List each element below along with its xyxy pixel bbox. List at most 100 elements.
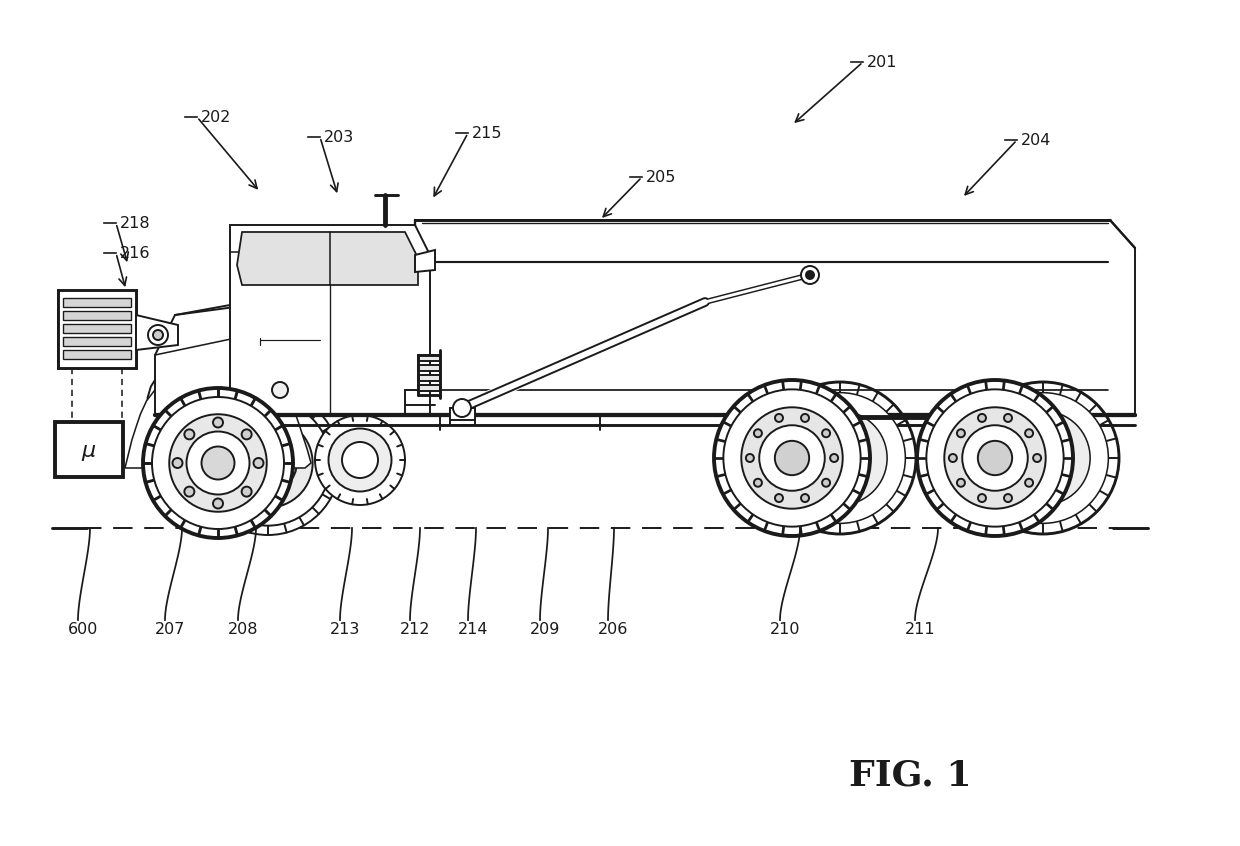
- Circle shape: [967, 382, 1118, 534]
- Bar: [55, 422, 123, 477]
- Circle shape: [792, 411, 887, 505]
- Polygon shape: [229, 225, 430, 415]
- Circle shape: [759, 426, 825, 491]
- Polygon shape: [237, 232, 418, 285]
- Text: 218: 218: [120, 216, 150, 231]
- Circle shape: [1025, 429, 1033, 437]
- Text: 215: 215: [472, 126, 502, 141]
- Circle shape: [272, 382, 288, 398]
- Circle shape: [172, 458, 182, 468]
- Circle shape: [801, 414, 808, 422]
- Polygon shape: [415, 250, 435, 272]
- Polygon shape: [415, 220, 1135, 415]
- Circle shape: [996, 411, 1090, 505]
- Circle shape: [1025, 479, 1033, 486]
- Circle shape: [754, 429, 761, 437]
- Circle shape: [978, 494, 986, 502]
- Polygon shape: [125, 374, 311, 468]
- Circle shape: [822, 479, 830, 486]
- Circle shape: [169, 415, 267, 512]
- Circle shape: [143, 388, 293, 538]
- Text: 206: 206: [598, 622, 629, 637]
- Circle shape: [342, 442, 378, 478]
- Circle shape: [810, 427, 870, 488]
- Circle shape: [153, 397, 284, 529]
- Circle shape: [926, 389, 1064, 527]
- Circle shape: [830, 454, 838, 462]
- Circle shape: [746, 454, 754, 462]
- Bar: [418, 385, 440, 391]
- Text: 204: 204: [1021, 133, 1052, 148]
- Circle shape: [945, 407, 1045, 508]
- Circle shape: [213, 498, 223, 508]
- Circle shape: [977, 393, 1109, 524]
- Circle shape: [978, 414, 986, 422]
- Polygon shape: [148, 317, 350, 420]
- Text: 202: 202: [201, 110, 232, 125]
- Circle shape: [329, 429, 392, 492]
- Bar: [58, 290, 136, 368]
- Bar: [418, 365, 440, 371]
- Text: 205: 205: [646, 170, 676, 185]
- Circle shape: [775, 441, 810, 475]
- Circle shape: [242, 486, 252, 497]
- Circle shape: [962, 426, 1028, 491]
- Bar: [63, 337, 131, 346]
- Bar: [63, 311, 131, 320]
- Circle shape: [315, 415, 405, 505]
- Text: 203: 203: [324, 130, 355, 145]
- Circle shape: [185, 430, 195, 439]
- Circle shape: [253, 458, 263, 468]
- Circle shape: [1004, 414, 1012, 422]
- Polygon shape: [155, 305, 250, 415]
- Text: 600: 600: [68, 622, 98, 637]
- Circle shape: [201, 447, 234, 480]
- Circle shape: [1033, 454, 1042, 462]
- Text: 209: 209: [529, 622, 560, 637]
- Bar: [63, 298, 131, 307]
- Circle shape: [714, 380, 870, 536]
- Text: 213: 213: [330, 622, 361, 637]
- Bar: [418, 355, 440, 361]
- Text: FIG. 1: FIG. 1: [848, 758, 971, 792]
- Text: 210: 210: [770, 622, 801, 637]
- Text: 208: 208: [228, 622, 258, 637]
- Circle shape: [186, 431, 249, 495]
- Circle shape: [239, 434, 296, 492]
- Circle shape: [957, 429, 965, 437]
- Circle shape: [822, 429, 830, 437]
- Circle shape: [223, 419, 312, 508]
- Circle shape: [742, 407, 843, 508]
- Text: 214: 214: [458, 622, 489, 637]
- Circle shape: [213, 417, 223, 427]
- Polygon shape: [136, 315, 179, 350]
- Text: 207: 207: [155, 622, 185, 637]
- Circle shape: [1013, 427, 1074, 488]
- Bar: [63, 324, 131, 333]
- Circle shape: [775, 494, 782, 502]
- Circle shape: [978, 441, 1012, 475]
- Circle shape: [1004, 494, 1012, 502]
- Bar: [63, 350, 131, 359]
- Circle shape: [185, 486, 195, 497]
- Circle shape: [764, 382, 916, 534]
- Circle shape: [153, 330, 162, 340]
- Polygon shape: [450, 408, 475, 420]
- Circle shape: [801, 266, 818, 284]
- Text: 211: 211: [905, 622, 936, 637]
- Circle shape: [754, 479, 761, 486]
- Circle shape: [453, 399, 471, 417]
- Circle shape: [775, 414, 782, 422]
- Text: 201: 201: [867, 55, 898, 70]
- Circle shape: [806, 271, 813, 279]
- Circle shape: [196, 391, 340, 535]
- Circle shape: [957, 479, 965, 486]
- Circle shape: [242, 430, 252, 439]
- Circle shape: [723, 389, 861, 527]
- Circle shape: [148, 325, 167, 345]
- Text: 216: 216: [120, 246, 150, 261]
- Text: $\mu$: $\mu$: [82, 441, 97, 463]
- Circle shape: [801, 494, 808, 502]
- Circle shape: [949, 454, 957, 462]
- Circle shape: [918, 380, 1073, 536]
